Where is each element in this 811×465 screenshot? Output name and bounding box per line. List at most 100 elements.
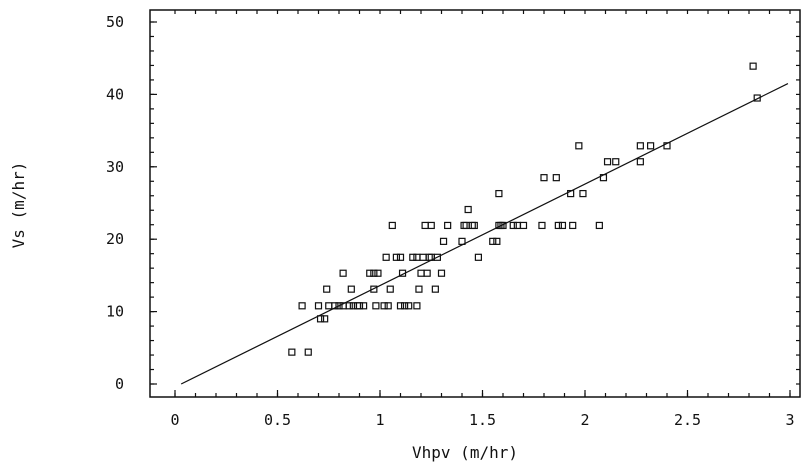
y-tick-label: 10 bbox=[106, 303, 124, 321]
data-point bbox=[314, 302, 323, 310]
data-point bbox=[519, 221, 528, 230]
data-point bbox=[427, 221, 435, 230]
y-tick-label: 0 bbox=[115, 375, 124, 393]
data-point bbox=[612, 158, 620, 166]
data-point bbox=[468, 221, 476, 230]
data-point bbox=[392, 253, 400, 261]
data-point bbox=[409, 253, 417, 261]
x-tick-label: 3 bbox=[785, 411, 794, 429]
data-point bbox=[345, 302, 353, 310]
data-point bbox=[663, 142, 671, 150]
data-point bbox=[567, 189, 575, 198]
data-point bbox=[331, 302, 339, 310]
data-point bbox=[360, 302, 368, 310]
data-point bbox=[753, 94, 761, 102]
data-point bbox=[646, 142, 655, 150]
data-point bbox=[380, 302, 388, 310]
data-point bbox=[474, 253, 482, 261]
data-point bbox=[382, 253, 390, 261]
x-tick-label: 2.5 bbox=[674, 411, 701, 429]
data-point bbox=[599, 174, 608, 182]
data-point bbox=[417, 269, 425, 277]
data-point bbox=[569, 221, 577, 230]
data-point bbox=[439, 237, 448, 245]
x-tick-label: 1.5 bbox=[469, 411, 496, 429]
data-point bbox=[413, 253, 421, 261]
data-point bbox=[413, 302, 421, 310]
data-point bbox=[433, 253, 441, 261]
plot-frame bbox=[149, 9, 801, 398]
data-point bbox=[558, 221, 567, 230]
data-point bbox=[401, 302, 409, 310]
data-point bbox=[749, 62, 757, 70]
data-point bbox=[316, 315, 325, 323]
data-point bbox=[384, 302, 392, 310]
data-point bbox=[470, 221, 478, 230]
data-point bbox=[349, 302, 357, 310]
data-point bbox=[423, 269, 431, 277]
data-point bbox=[323, 285, 331, 293]
data-point bbox=[304, 348, 312, 356]
data-point bbox=[339, 269, 347, 277]
data-point bbox=[437, 269, 446, 277]
data-point bbox=[575, 142, 583, 150]
data-point bbox=[499, 221, 507, 230]
data-point bbox=[298, 302, 306, 310]
data-point bbox=[321, 315, 329, 323]
data-point bbox=[489, 237, 497, 245]
data-point bbox=[460, 221, 468, 230]
data-point bbox=[538, 221, 546, 230]
data-point bbox=[405, 302, 413, 310]
data-point bbox=[366, 269, 374, 277]
data-point bbox=[355, 302, 364, 310]
data-point bbox=[370, 285, 378, 293]
data-point bbox=[388, 221, 396, 230]
data-point bbox=[372, 302, 380, 310]
data-point bbox=[458, 237, 466, 245]
data-point bbox=[353, 302, 362, 310]
data-point bbox=[540, 174, 548, 182]
data-point bbox=[493, 237, 501, 245]
data-point bbox=[554, 221, 562, 230]
regression-fit-line bbox=[180, 83, 789, 385]
data-point bbox=[595, 221, 603, 230]
data-point bbox=[636, 158, 644, 166]
x-tick-label: 1 bbox=[375, 411, 384, 429]
y-tick-label: 20 bbox=[106, 230, 124, 248]
data-point bbox=[636, 142, 644, 150]
data-point bbox=[419, 253, 427, 261]
data-point bbox=[386, 285, 394, 293]
data-point bbox=[398, 269, 407, 277]
data-point bbox=[509, 221, 517, 230]
data-point bbox=[325, 302, 333, 310]
data-point bbox=[335, 302, 343, 310]
data-point bbox=[415, 285, 423, 293]
y-tick-label: 50 bbox=[106, 13, 124, 31]
data-point bbox=[579, 189, 587, 198]
data-point bbox=[396, 253, 405, 261]
data-point bbox=[374, 269, 382, 277]
data-point bbox=[513, 221, 521, 230]
data-point bbox=[431, 285, 439, 293]
data-point bbox=[495, 189, 503, 198]
data-point bbox=[462, 221, 470, 230]
x-axis-label: Vhpv (m/hr) bbox=[412, 443, 518, 462]
x-tick-label: 0 bbox=[170, 411, 179, 429]
data-point bbox=[464, 205, 472, 214]
x-tick-label: 0.5 bbox=[264, 411, 291, 429]
data-point bbox=[288, 348, 296, 356]
data-point bbox=[421, 221, 429, 230]
data-point bbox=[396, 302, 405, 310]
x-tick-label: 2 bbox=[580, 411, 589, 429]
points-layer bbox=[288, 62, 761, 356]
data-point bbox=[347, 285, 355, 293]
data-point bbox=[370, 269, 378, 277]
data-point bbox=[603, 158, 612, 166]
y-tick-label: 30 bbox=[106, 158, 124, 176]
y-tick-label: 40 bbox=[106, 85, 124, 103]
data-point bbox=[444, 221, 452, 230]
data-point bbox=[425, 253, 433, 261]
data-point bbox=[552, 174, 560, 182]
